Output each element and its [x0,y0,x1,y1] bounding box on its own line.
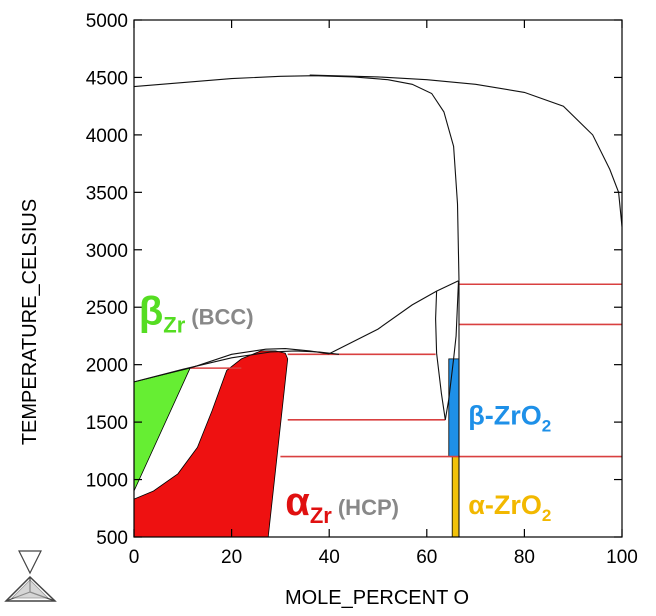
y-tick-label: 1000 [86,471,128,492]
phase-boundary-line [133,75,460,281]
y-tick-label: 2500 [86,298,128,319]
region-label-subscript: 2 [542,416,551,435]
region-label-subscript: Zr [163,312,185,337]
region-label-symbol: β [139,289,163,333]
phase-boundary-line [435,291,446,420]
region-label: β-ZrO2 [468,400,551,435]
y-axis-title: TEMPERATURE_CELSIUS [19,199,41,445]
x-tick-label: 80 [514,547,535,568]
isotherm-lines [190,283,622,458]
phase-regions [133,350,460,538]
x-axis-title: MOLE_PERCENT O [285,587,469,609]
phase-boundary-line [189,348,330,369]
phase-boundary-line [444,280,460,420]
axis-ticks: 0 20 40 60 80 100 500 1000 1500 2000 2500 3000 3500 4… [86,11,638,568]
x-tick-label: 0 [129,547,140,568]
y-tick-label: 1500 [86,413,128,434]
region-label-subscript: Zr [310,503,332,528]
region-label-symbol: α-ZrO [468,490,542,520]
x-tick-label: 100 [606,547,638,568]
x-tick-label: 20 [221,547,242,568]
y-tick-label: 5000 [86,11,128,32]
y-tick-label: 3500 [86,183,128,204]
phase-region-2 [448,358,460,458]
region-label: βZr (BCC) [139,289,254,337]
phase-region-3 [451,456,460,538]
x-tick-label: 40 [319,547,340,568]
y-tick-label: 500 [96,528,128,549]
region-label-subscript: 2 [542,506,551,525]
y-tick-label: 4000 [86,126,128,147]
phase-boundary-line [309,74,623,227]
y-tick-label: 3000 [86,241,128,262]
region-label: αZr (HCP) [285,480,399,528]
region-label-symbol: α [285,480,310,524]
region-label-note: (BCC) [191,304,253,329]
thermocalc-logo-icon [4,550,57,602]
x-tick-label: 60 [416,547,437,568]
y-tick-label: 4500 [86,68,128,89]
plot-frame [133,19,623,538]
region-label-note: (HCP) [338,495,399,520]
phase-boundary-line [328,280,459,355]
phase-boundary-lines [133,74,623,537]
y-tick-label: 2000 [86,356,128,377]
region-label-symbol: β-ZrO [468,400,541,430]
region-label: α-ZrO2 [468,490,551,525]
